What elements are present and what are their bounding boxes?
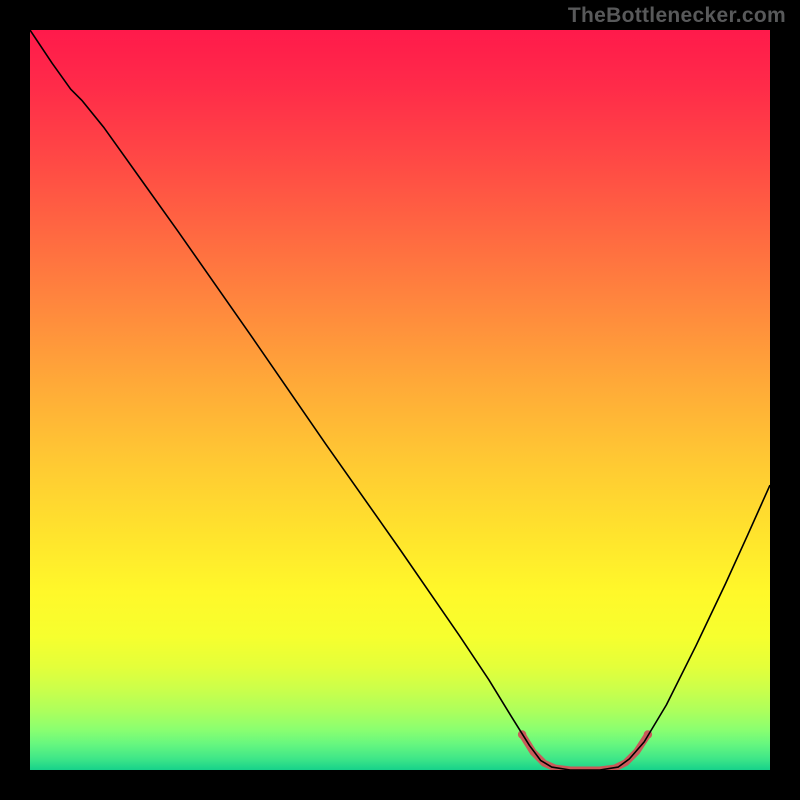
bottleneck-curve xyxy=(30,30,770,770)
plot-area xyxy=(30,30,770,770)
highlight-segment xyxy=(522,734,648,770)
curve-layer xyxy=(30,30,770,770)
chart-frame: TheBottlenecker.com xyxy=(0,0,800,800)
watermark-text: TheBottlenecker.com xyxy=(568,4,786,28)
